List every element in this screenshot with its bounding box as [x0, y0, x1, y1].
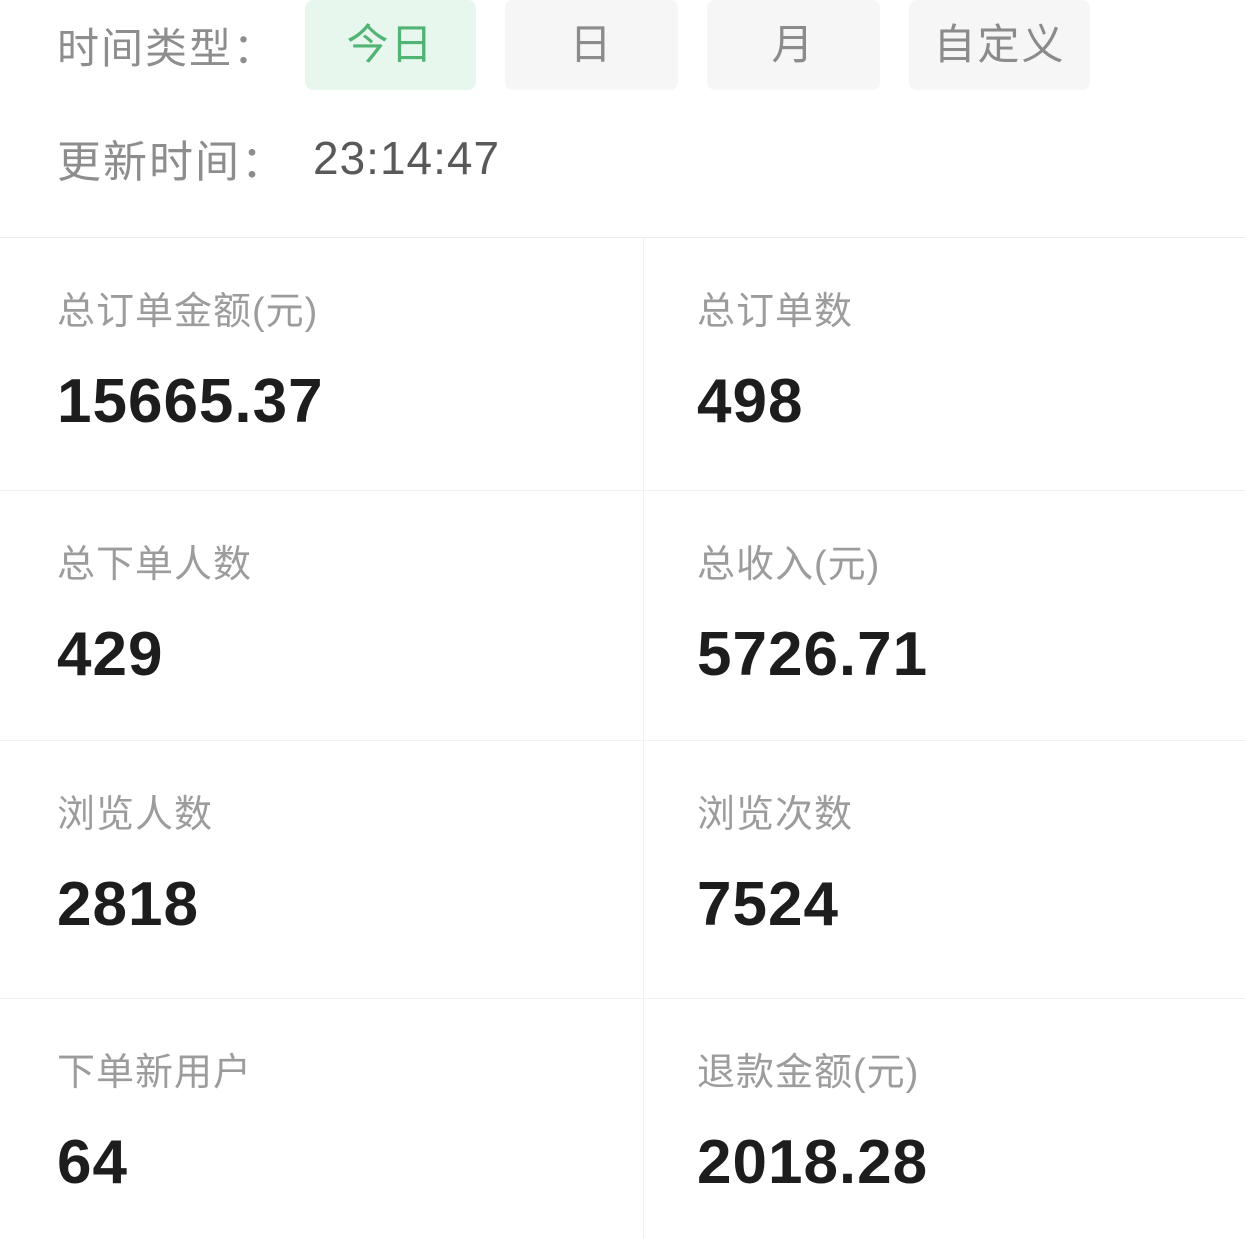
stat-label: 总订单金额(元) [57, 291, 319, 333]
filter-section: 时间类型： 今日 日 月 自定义 更新时间： 23:14:47 [0, 0, 1245, 203]
update-time-value: 23:14:47 [313, 132, 501, 184]
stat-label: 总收入(元) [697, 544, 881, 586]
stat-value: 2018.28 [697, 1128, 929, 1197]
stat-value: 7524 [697, 870, 839, 939]
stat-card-refund-amount: 退款金额(元) 2018.28 [644, 998, 1245, 1239]
stat-card-total-orders: 总订单数 498 [644, 238, 1245, 490]
stat-label: 下单新用户 [57, 1052, 253, 1094]
stat-value: 15665.37 [57, 367, 324, 436]
stat-label: 总下单人数 [57, 544, 253, 586]
stat-value: 64 [57, 1128, 128, 1197]
stat-card-unique-visitors: 浏览人数 2818 [0, 740, 644, 998]
time-filter-custom-button[interactable]: 自定义 [909, 0, 1090, 90]
stats-grid: 总订单金额(元) 15665.37 总订单数 498 总下单人数 429 总收入… [0, 237, 1245, 1239]
time-filter-month-button[interactable]: 月 [707, 0, 880, 90]
stat-label: 浏览次数 [697, 794, 854, 836]
stat-card-total-order-users: 总下单人数 429 [0, 490, 644, 740]
stat-card-total-order-amount: 总订单金额(元) 15665.37 [0, 238, 644, 490]
update-time-row: 更新时间： 23:14:47 [0, 113, 1245, 203]
stat-label: 总订单数 [697, 291, 854, 333]
stat-card-total-income: 总收入(元) 5726.71 [644, 490, 1245, 740]
stat-label: 退款金额(元) [697, 1052, 920, 1094]
stat-value: 5726.71 [697, 620, 929, 689]
stat-value: 429 [57, 620, 164, 689]
stat-card-new-order-users: 下单新用户 64 [0, 998, 644, 1239]
stat-value: 2818 [57, 870, 199, 939]
time-filter-day-button[interactable]: 日 [505, 0, 678, 90]
update-time-label: 更新时间： [57, 138, 287, 187]
stat-card-page-views: 浏览次数 7524 [644, 740, 1245, 998]
stat-value: 498 [697, 367, 804, 436]
time-type-filter: 时间类型： 今日 日 月 自定义 [0, 0, 1245, 90]
time-filter-today-button[interactable]: 今日 [305, 0, 476, 90]
time-type-label: 时间类型： [57, 24, 278, 72]
stat-label: 浏览人数 [57, 794, 214, 836]
